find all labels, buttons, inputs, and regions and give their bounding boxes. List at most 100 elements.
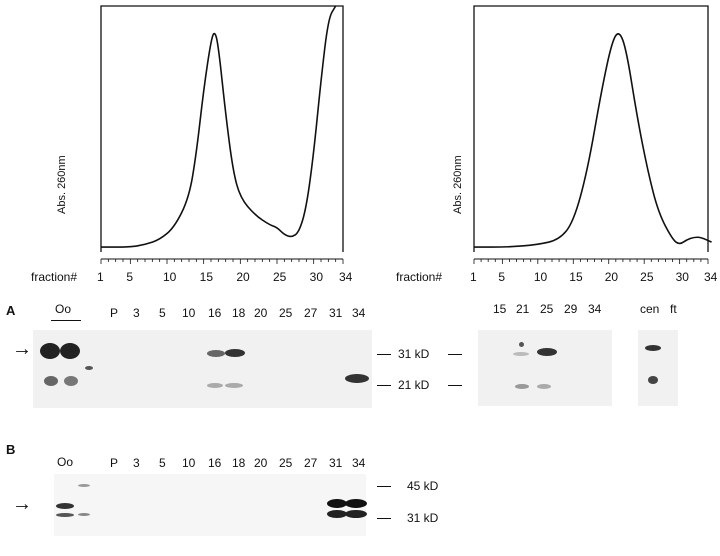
blot-band bbox=[519, 342, 524, 347]
lane-label: 27 bbox=[304, 306, 318, 320]
lane-label: 10 bbox=[182, 306, 196, 320]
blot-band bbox=[345, 374, 369, 383]
marker-line bbox=[448, 385, 462, 386]
blot-band bbox=[537, 348, 557, 356]
blot-band bbox=[345, 510, 367, 518]
x-tick-label: 30 bbox=[675, 270, 689, 284]
marker-line bbox=[448, 354, 462, 355]
lane-label: 31 bbox=[329, 456, 343, 470]
blot-band bbox=[537, 384, 551, 389]
chart-left-ylabel: Abs. 260nm bbox=[56, 155, 68, 214]
panel-a-oo-label: Oo bbox=[55, 302, 72, 316]
lane-label: 5 bbox=[159, 456, 166, 470]
blot-band bbox=[60, 343, 80, 359]
blot-band bbox=[207, 383, 223, 388]
lane-label: 25 bbox=[540, 302, 554, 316]
marker-line bbox=[377, 486, 391, 487]
panel-b-arrow-icon: → bbox=[12, 493, 32, 515]
x-tick-label: 5 bbox=[498, 270, 506, 284]
panel-a-blot-cen bbox=[638, 330, 678, 406]
chart-left-xlabel: fraction# bbox=[31, 270, 78, 284]
lane-label: 20 bbox=[254, 456, 268, 470]
blot-band bbox=[64, 376, 78, 386]
lane-label: 25 bbox=[279, 306, 293, 320]
lane-label: 25 bbox=[279, 456, 293, 470]
blot-band bbox=[225, 349, 245, 357]
blot-band bbox=[44, 376, 58, 386]
panel-b-marker-45kd: 45 kD bbox=[407, 479, 439, 493]
panel-a-marker-21kd: 21 kD bbox=[398, 378, 430, 392]
blot-band bbox=[327, 499, 347, 508]
x-tick-label: 10 bbox=[163, 270, 177, 284]
panel-a-blot-right bbox=[478, 330, 612, 406]
lane-label: P bbox=[110, 306, 119, 320]
blot-band bbox=[645, 345, 661, 351]
x-tick-label: 25 bbox=[273, 270, 287, 284]
x-tick-label: 20 bbox=[236, 270, 250, 284]
blot-band bbox=[40, 343, 60, 359]
x-tick-label: 15 bbox=[569, 270, 583, 284]
x-tick-label: 20 bbox=[604, 270, 619, 284]
x-tick-label: 15 bbox=[199, 270, 214, 284]
marker-line bbox=[377, 518, 391, 519]
marker-line bbox=[377, 385, 391, 386]
lane-label: 3 bbox=[133, 456, 140, 470]
lane-label: 10 bbox=[182, 456, 196, 470]
panel-a-label: A bbox=[6, 303, 16, 318]
x-tick-label: 1 bbox=[470, 270, 477, 284]
x-tick-label: 1 bbox=[97, 270, 104, 284]
lane-label: 27 bbox=[304, 456, 318, 470]
blot-band bbox=[225, 383, 243, 388]
marker-line bbox=[377, 354, 391, 355]
blot-band bbox=[515, 384, 529, 389]
chart-right-ylabel: Abs. 260nm bbox=[452, 155, 464, 214]
blot-band bbox=[513, 352, 529, 356]
lane-label: 18 bbox=[232, 306, 246, 320]
lane-label: 34 bbox=[352, 306, 366, 320]
panel-a-oo-bar bbox=[51, 320, 81, 321]
panel-a-arrow-icon: → bbox=[12, 338, 32, 360]
lane-label: 29 bbox=[564, 302, 578, 316]
blot-band bbox=[78, 513, 90, 516]
x-tick-label: 34 bbox=[704, 270, 718, 284]
lane-label: 20 bbox=[254, 306, 268, 320]
blot-band bbox=[207, 350, 225, 357]
blot-band bbox=[78, 484, 90, 487]
absorbance-curve bbox=[100, 5, 337, 248]
x-tick-label: 5 bbox=[126, 270, 134, 284]
chart-right-xlabel: fraction# bbox=[396, 270, 443, 284]
blot-band bbox=[648, 376, 658, 384]
x-tick-label: 34 bbox=[339, 270, 353, 284]
blot-band bbox=[85, 366, 93, 370]
lane-label: 16 bbox=[208, 306, 222, 320]
chart-frame bbox=[473, 5, 709, 252]
lane-label: 15 bbox=[493, 302, 507, 316]
lane-label: 3 bbox=[133, 306, 140, 320]
panel-a-lane-ft: ft bbox=[670, 302, 677, 316]
panel-a-blot-main bbox=[33, 330, 372, 408]
panel-b-oo-label: Oo bbox=[57, 455, 74, 469]
lane-label: 34 bbox=[588, 302, 602, 316]
lane-label: 31 bbox=[329, 306, 343, 320]
lane-label: 34 bbox=[352, 456, 366, 470]
chart-frame bbox=[100, 5, 344, 252]
x-tick-label: 10 bbox=[533, 270, 548, 284]
blot-band bbox=[56, 513, 74, 517]
lane-label: 5 bbox=[159, 306, 166, 320]
absorbance-curve bbox=[473, 33, 712, 248]
panel-b-blot bbox=[54, 474, 366, 536]
lane-label: 16 bbox=[208, 456, 222, 470]
x-tick-label: 30 bbox=[309, 270, 324, 284]
lane-label: 21 bbox=[516, 302, 530, 316]
panel-b-marker-31kd: 31 kD bbox=[407, 511, 439, 525]
panel-a-lane-cen: cen bbox=[640, 302, 660, 316]
panel-b-label: B bbox=[6, 442, 16, 457]
x-tick-label: 25 bbox=[640, 270, 654, 284]
lane-label: P bbox=[110, 456, 119, 470]
blot-band bbox=[56, 503, 74, 509]
panel-a-marker-31kd: 31 kD bbox=[398, 347, 430, 361]
blot-band bbox=[345, 499, 367, 508]
blot-band bbox=[327, 510, 347, 518]
lane-label: 18 bbox=[232, 456, 246, 470]
